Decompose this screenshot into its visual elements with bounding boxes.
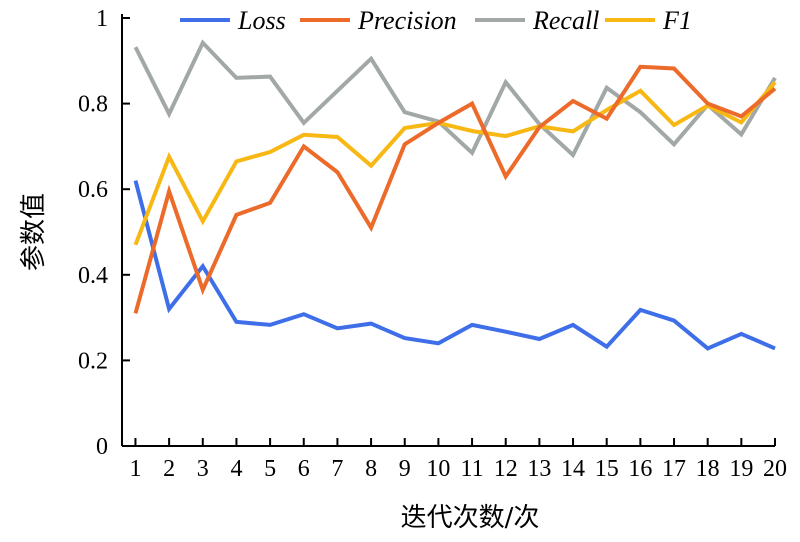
series-line-recall — [133, 39, 777, 159]
x-tick-label: 2 — [163, 456, 175, 482]
y-tick-label: 0.6 — [78, 177, 108, 203]
x-tick-label: 1 — [129, 456, 141, 482]
series-line-loss — [133, 180, 776, 351]
x-tick-label: 9 — [399, 456, 411, 482]
y-tick-label: 0.4 — [78, 263, 108, 289]
legend: Loss Precision Recall F1 — [180, 6, 692, 35]
series-layer — [133, 39, 777, 351]
x-tick-label: 6 — [298, 456, 310, 482]
x-tick-label: 11 — [461, 456, 484, 482]
legend-label-precision: Precision — [357, 6, 457, 35]
x-tick-label: 17 — [662, 456, 686, 482]
x-axis-title: 迭代次数/次 — [401, 503, 540, 533]
x-tick-label: 10 — [426, 456, 450, 482]
y-axis-title: 参数值 — [19, 193, 49, 271]
legend-label-f1: F1 — [662, 6, 692, 35]
x-tick-label: 19 — [729, 456, 753, 482]
x-tick-label: 16 — [628, 456, 652, 482]
x-tick-label: 5 — [264, 456, 276, 482]
legend-label-loss: Loss — [237, 6, 286, 35]
x-tick-label: 12 — [494, 456, 518, 482]
x-tick-label: 13 — [527, 456, 551, 482]
y-tick-label: 0 — [96, 434, 108, 460]
x-tick-label: 4 — [230, 456, 242, 482]
x-tick-label: 14 — [561, 456, 585, 482]
series-line-f1 — [133, 80, 777, 246]
x-tick-label: 20 — [763, 456, 787, 482]
y-tick-label: 1 — [96, 6, 108, 32]
x-tick-label: 7 — [331, 456, 343, 482]
x-tick-label: 18 — [696, 456, 720, 482]
x-tick-label: 3 — [197, 456, 209, 482]
legend-label-recall: Recall — [532, 6, 599, 35]
y-tick-label: 0.2 — [78, 348, 108, 374]
axes: 00.20.40.60.811 2 3 4 5 6 7 8 9 10 11 12 13 14 15 16 17 1… — [78, 6, 787, 482]
series-line-precision — [133, 64, 777, 314]
y-tick-label: 0.8 — [78, 92, 108, 118]
x-tick-label: 15 — [595, 456, 619, 482]
x-tick-label: 8 — [365, 456, 377, 482]
